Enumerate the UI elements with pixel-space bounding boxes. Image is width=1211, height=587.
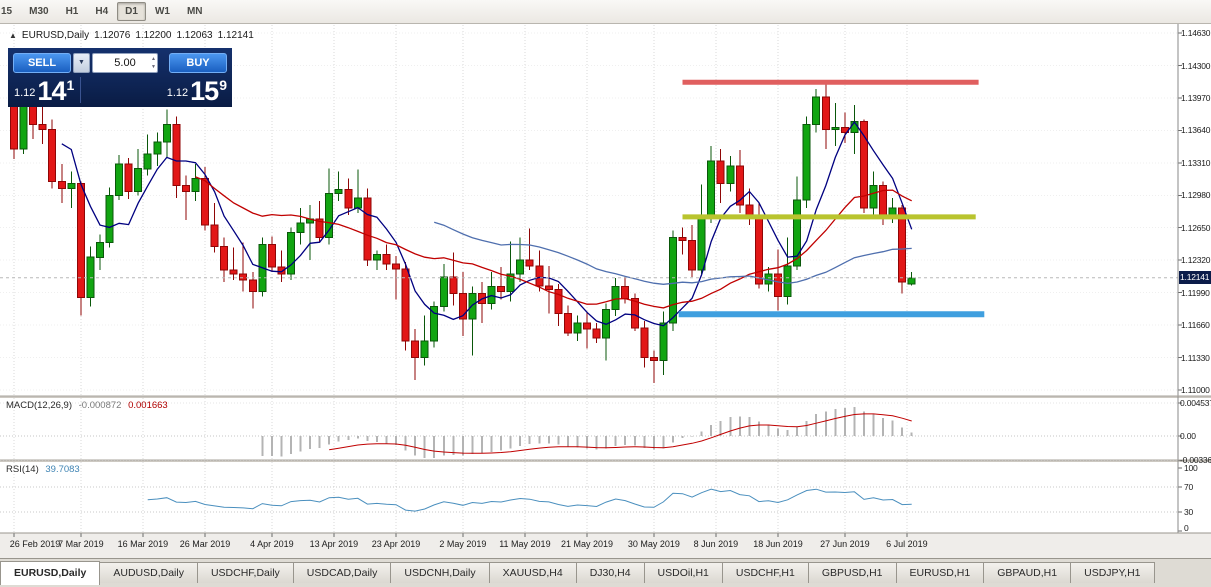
chart-symbol-icon: ▲	[9, 31, 17, 40]
chart-tab-usdchf-h1[interactable]: USDCHF,H1	[721, 562, 809, 583]
macd-label: MACD(12,26,9) -0.000872 0.001663	[6, 400, 172, 411]
timeframe-button-h4[interactable]: H4	[95, 6, 109, 17]
price-chart-svg	[0, 24, 1211, 537]
buy-price: 1.12 15 9	[166, 76, 227, 106]
buy-price-big: 15	[190, 76, 219, 106]
chart-tab-gbpaud-h1[interactable]: GBPAUD,H1	[983, 562, 1072, 583]
current-price-badge: 1.12141	[1179, 271, 1211, 285]
chart-tab-audusd-daily[interactable]: AUDUSD,Daily	[99, 562, 198, 583]
chart-tab-usdcnh-daily[interactable]: USDCNH,Daily	[390, 562, 490, 583]
one-click-trading-panel: SELL ▼ 5.00 ▲ ▼ BUY 1.12 14 1 1.12 15 9	[8, 48, 232, 107]
chart-tab-usdoil-h1[interactable]: USDOil,H1	[643, 562, 723, 583]
chart-tab-gbpusd-h1[interactable]: GBPUSD,H1	[807, 562, 897, 583]
chart-symbol-label: EURUSD,Daily	[21, 30, 90, 41]
chart-tab-usdcad-daily[interactable]: USDCAD,Daily	[292, 562, 392, 583]
chart-tabs-bar: EURUSD,Daily AUDUSD,Daily USDCHF,Daily USDC…	[0, 558, 1211, 587]
rsi-label: RSI(14) 39.7083	[6, 464, 84, 475]
rsi-name: RSI(14)	[6, 464, 39, 475]
chart-tab-dj30-h4[interactable]: DJ30,H4	[575, 562, 645, 583]
timeframe-button-h1[interactable]: H1	[65, 6, 79, 17]
trade-controls-row: SELL ▼ 5.00 ▲ ▼ BUY	[13, 53, 227, 73]
timeframe-toolbar: 15 M30 H1 H4 D1 W1 MN	[0, 0, 1211, 24]
price-divider	[80, 77, 82, 103]
ohlc-close: 1.12141	[217, 30, 254, 41]
volume-spinner[interactable]: ▲ ▼	[151, 55, 156, 71]
ohlc-high: 1.12200	[135, 30, 172, 41]
timeframe-button-w1[interactable]: W1	[154, 6, 170, 17]
sell-price: 1.12 14 1	[13, 76, 75, 106]
timeframe-button-mn[interactable]: MN	[186, 6, 203, 17]
spin-up-icon: ▲	[151, 56, 156, 62]
chart-tab-usdjpy-h1[interactable]: USDJPY,H1	[1070, 562, 1155, 583]
buy-price-sup: 9	[219, 77, 227, 93]
macd-value-main: -0.000872	[78, 400, 122, 411]
sell-price-sup: 1	[66, 77, 75, 93]
ohlc-low: 1.12063	[176, 30, 213, 41]
timeframe-button-15[interactable]: 15	[1, 6, 13, 17]
macd-value-signal: 0.001663	[128, 400, 168, 411]
timeframe-button-m30[interactable]: M30	[29, 6, 49, 17]
trade-prices-row: 1.12 14 1 1.12 15 9	[13, 76, 227, 106]
chart-tab-eurusd-h1[interactable]: EURUSD,H1	[895, 562, 985, 583]
chart-ohlc-header: ▲ EURUSD,Daily 1.12076 1.12200 1.12063 1.1214…	[9, 30, 259, 41]
sell-price-prefix: 1.12	[14, 87, 36, 99]
sell-price-big: 14	[37, 76, 66, 106]
chart-tab-eurusd-daily[interactable]: EURUSD,Daily	[0, 561, 101, 585]
spin-down-icon: ▼	[151, 64, 156, 70]
chart-canvas[interactable]	[0, 0, 1211, 563]
sell-button[interactable]: SELL	[13, 53, 71, 73]
volume-value: 5.00	[114, 57, 136, 69]
chevron-down-icon: ▼	[78, 59, 85, 66]
timeframe-button-d1[interactable]: D1	[117, 2, 146, 21]
buy-price-prefix: 1.12	[166, 87, 189, 99]
rsi-value: 39.7083	[45, 464, 80, 475]
volume-input[interactable]: 5.00 ▲ ▼	[92, 53, 158, 73]
macd-name: MACD(12,26,9)	[6, 400, 72, 411]
chart-tab-usdchf-daily[interactable]: USDCHF,Daily	[196, 562, 294, 583]
volume-dropdown-button[interactable]: ▼	[73, 53, 90, 73]
ohlc-open: 1.12076	[94, 30, 131, 41]
chart-tab-xauusd-h4[interactable]: XAUUSD,H4	[488, 562, 577, 583]
buy-button[interactable]: BUY	[169, 53, 227, 73]
